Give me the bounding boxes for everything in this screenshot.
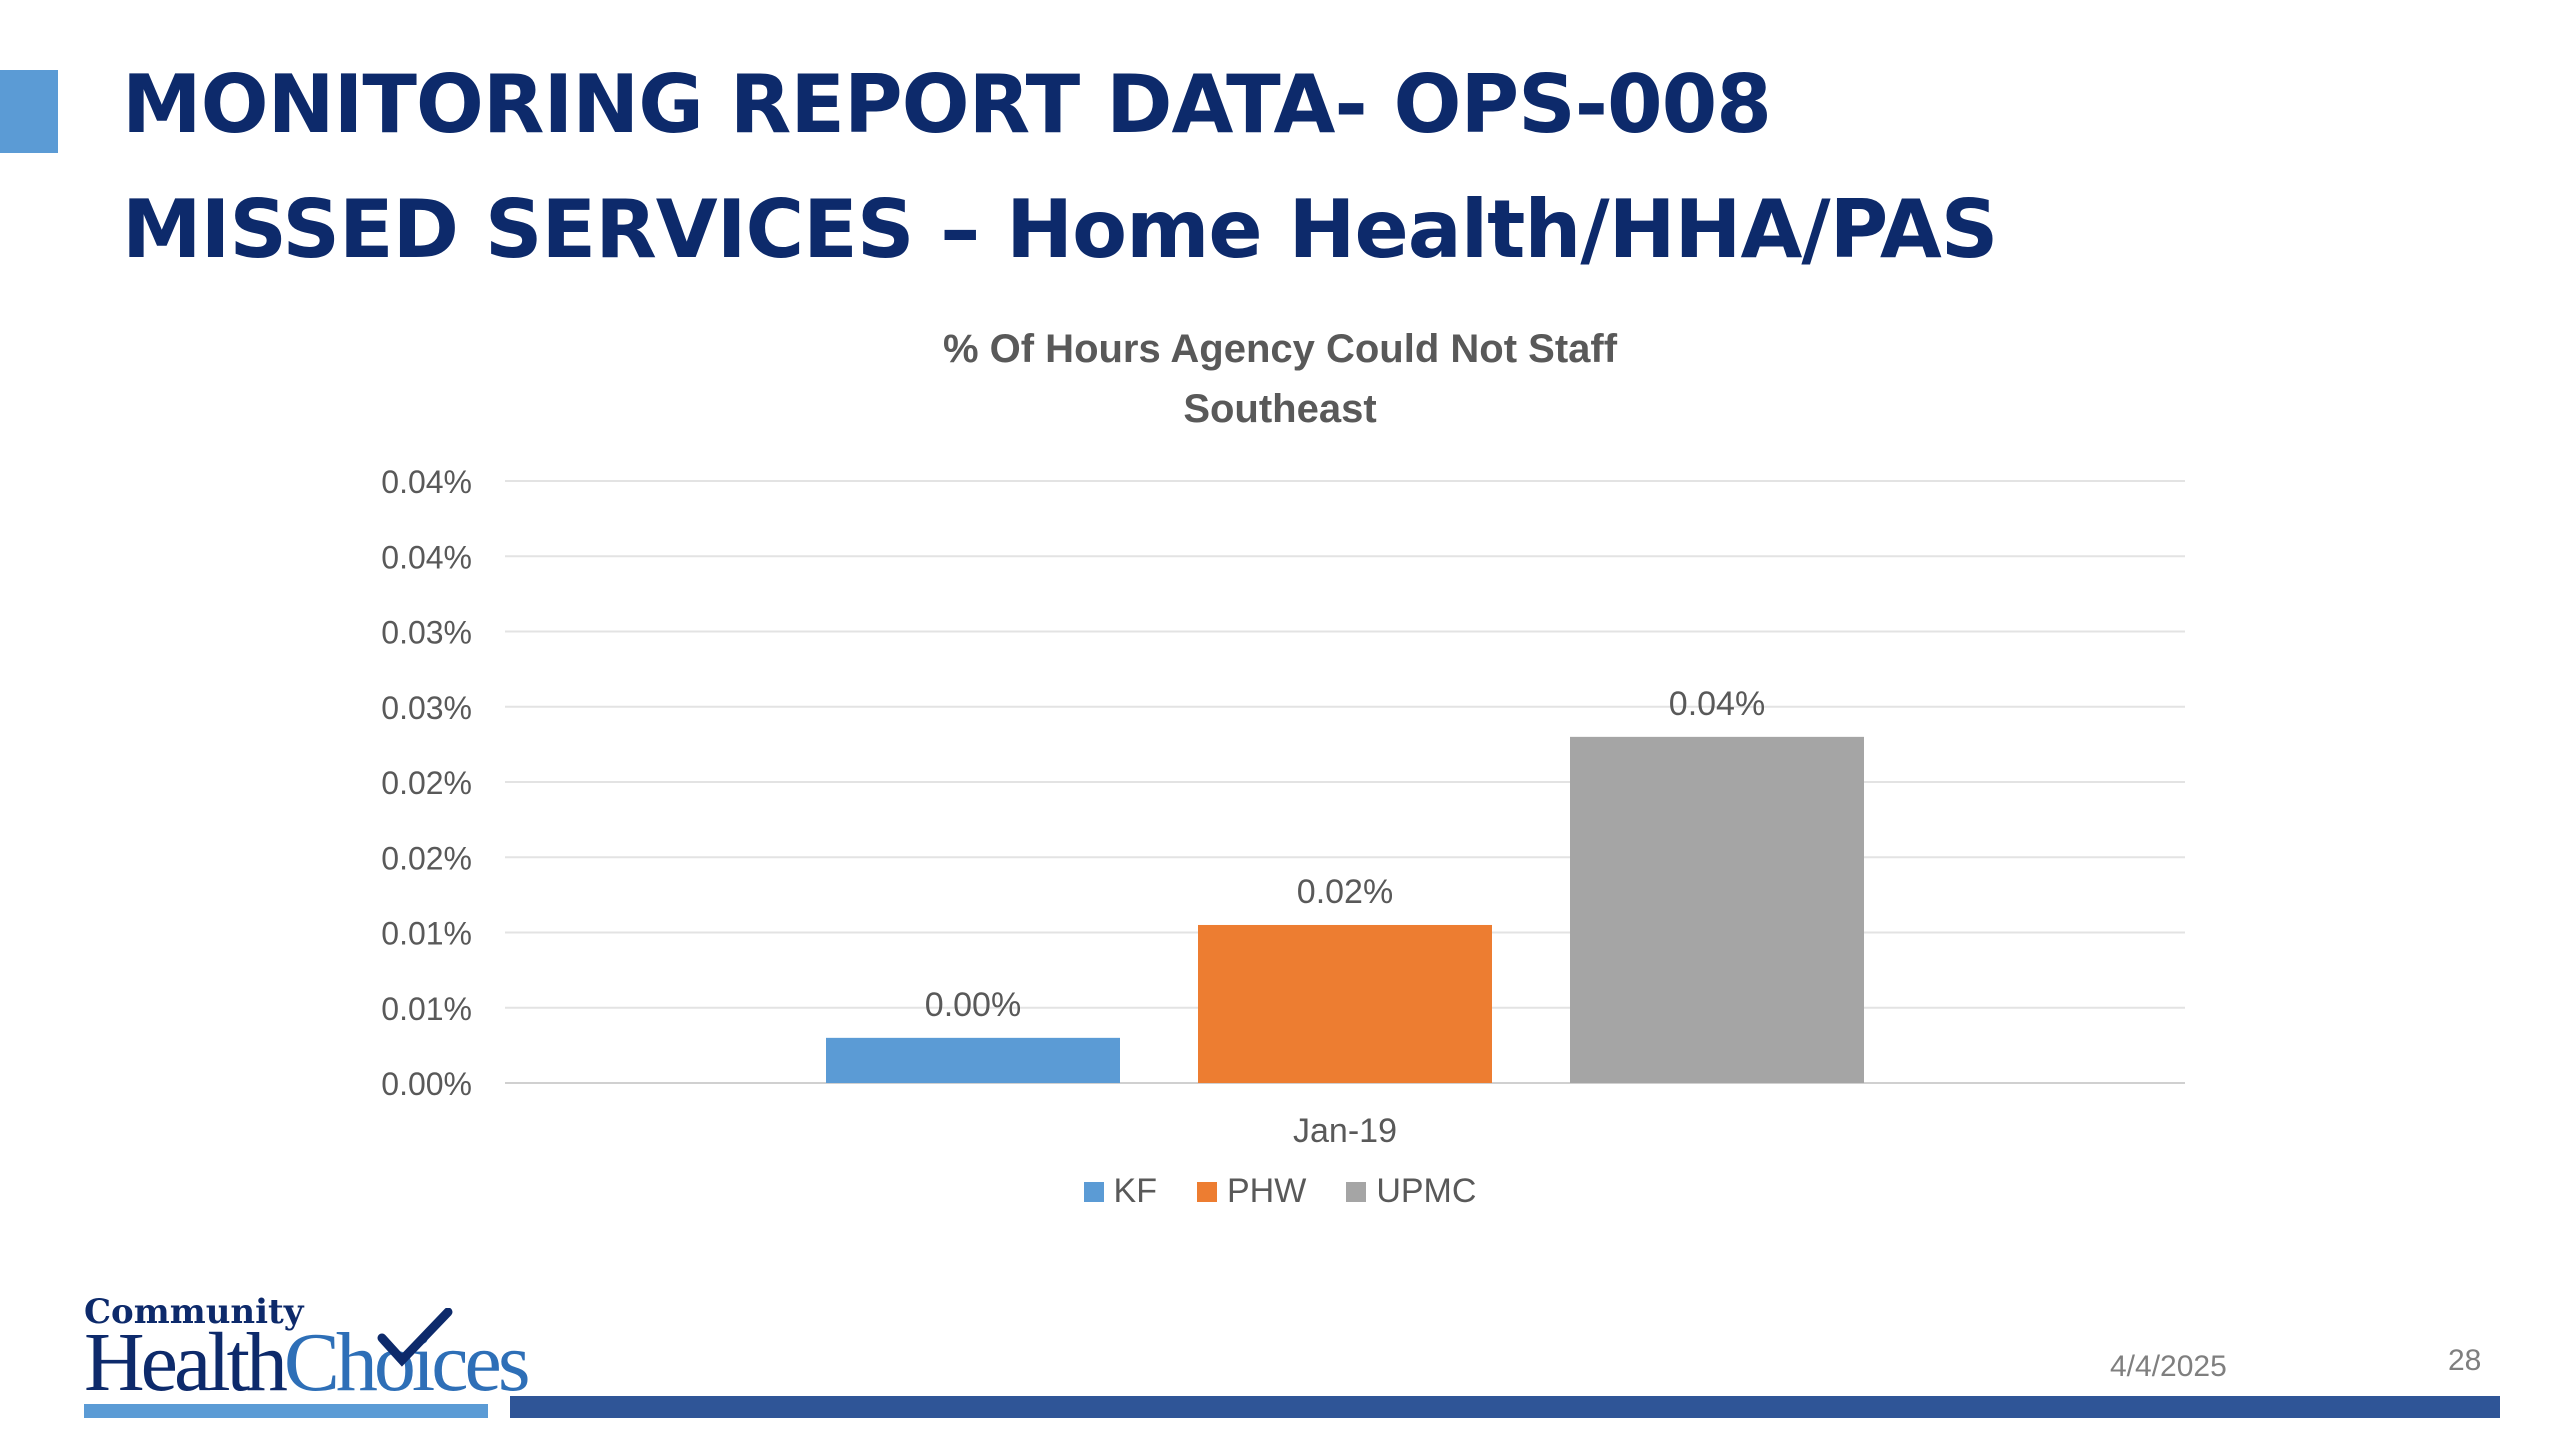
legend-swatch: [1346, 1181, 1367, 1202]
data-label: 0.02%: [1297, 873, 1393, 911]
legend-item: KF: [1083, 1172, 1157, 1211]
legend-label: PHW: [1227, 1172, 1307, 1210]
title-accent-bar: [0, 70, 58, 153]
y-tick-label: 0.01%: [381, 916, 472, 952]
y-tick-label: 0.02%: [381, 840, 472, 876]
bar-upmc: [1570, 736, 1864, 1083]
legend-item: UPMC: [1346, 1172, 1476, 1211]
legend-swatch: [1197, 1181, 1217, 1202]
data-label: 0.00%: [925, 986, 1021, 1024]
page-number: 28: [2448, 1344, 2482, 1377]
y-tick-label: 0.00%: [381, 1066, 472, 1102]
legend-label: UPMC: [1376, 1172, 1477, 1210]
bar-kf: [826, 1037, 1120, 1083]
y-tick-label: 0.03%: [381, 615, 472, 651]
chart-subtitle: Southeast: [1183, 387, 1377, 431]
slide-title-line-2: MISSED SERVICES – Home Health/HHA/PAS: [122, 183, 1998, 276]
logo-wordmark: HealthChoices: [84, 1316, 531, 1409]
data-label: 0.04%: [1669, 685, 1765, 723]
y-tick-label: 0.01%: [381, 991, 472, 1027]
logo-community-text: Community: [84, 1292, 304, 1332]
legend-label: KF: [1113, 1172, 1157, 1210]
chart-legend: KF PHW UPMC: [0, 1172, 2560, 1211]
footer-date: 4/4/2025: [2110, 1350, 2227, 1383]
y-tick-label: 0.03%: [381, 690, 472, 726]
chart-title: % Of Hours Agency Could Not Staff: [942, 327, 1618, 371]
y-tick-label: 0.04%: [381, 464, 472, 500]
footer-bar: [510, 1396, 2500, 1418]
y-tick-label: 0.04%: [381, 539, 472, 575]
x-tick-label: Jan-19: [1293, 1112, 1397, 1150]
checkmark-icon: [377, 1308, 453, 1367]
legend-swatch: [1083, 1181, 1104, 1202]
slide-title-line-1: MONITORING REPORT DATA- OPS-008: [122, 58, 1772, 151]
y-tick-label: 0.02%: [381, 765, 472, 801]
bar-phw: [1198, 924, 1492, 1083]
legend-item: PHW: [1197, 1172, 1306, 1211]
logo-underline: [84, 1404, 488, 1418]
community-healthchoices-logo: Community HealthChoices: [84, 1292, 531, 1422]
